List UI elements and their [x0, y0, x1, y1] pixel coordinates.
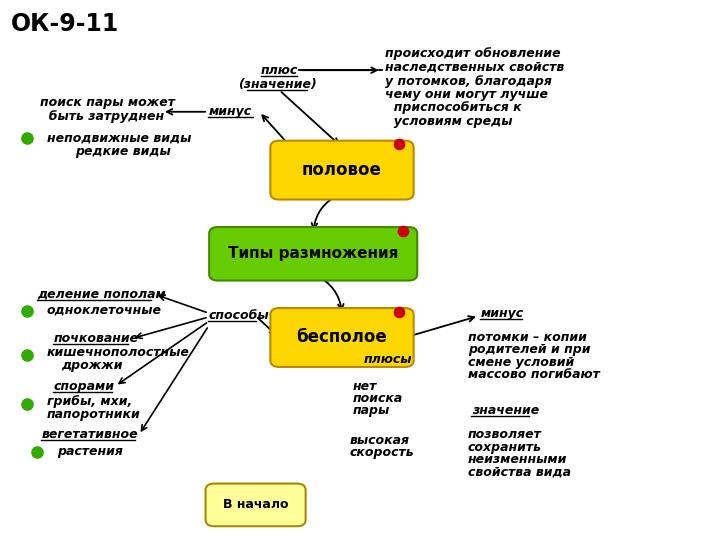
Text: пары: пары	[353, 404, 390, 417]
FancyBboxPatch shape	[270, 308, 413, 367]
Text: дрожжи: дрожжи	[61, 359, 122, 372]
Text: массово погибают: массово погибают	[468, 368, 600, 381]
Text: грибы, мхи,: грибы, мхи,	[47, 395, 132, 408]
Text: потомки – копии: потомки – копии	[468, 331, 587, 344]
Text: растения: растения	[58, 446, 123, 458]
Text: родителей и при: родителей и при	[468, 343, 590, 356]
Text: (значение): (значение)	[238, 78, 317, 91]
Text: приспособиться к: приспособиться к	[385, 102, 522, 114]
Text: наследственных свойств: наследственных свойств	[385, 61, 564, 74]
FancyBboxPatch shape	[206, 484, 305, 526]
Text: деление пополам: деление пополам	[37, 288, 166, 301]
Text: В начало: В начало	[223, 498, 288, 511]
Text: происходит обновление: происходит обновление	[385, 48, 561, 60]
Point	[22, 350, 33, 359]
Point	[22, 400, 33, 408]
Text: плюс: плюс	[261, 64, 298, 77]
Text: минус: минус	[209, 105, 252, 118]
Text: кишечнополостные: кишечнополостные	[47, 346, 189, 359]
Text: поиска: поиска	[353, 392, 403, 405]
Text: значение: значение	[472, 404, 539, 417]
Text: скорость: скорость	[349, 446, 414, 459]
Point	[393, 140, 405, 149]
Text: почкование: почкование	[54, 332, 139, 345]
Point	[393, 307, 405, 316]
Text: вегетативное: вегетативное	[42, 428, 138, 441]
Text: половое: половое	[302, 161, 382, 179]
Text: Типы размножения: Типы размножения	[228, 246, 398, 261]
Text: спорами: спорами	[54, 380, 115, 393]
Text: чему они могут лучше: чему они могут лучше	[385, 88, 548, 101]
Text: редкие виды: редкие виды	[76, 145, 171, 158]
Text: позволяет: позволяет	[468, 428, 542, 441]
FancyBboxPatch shape	[270, 140, 413, 199]
Text: сохранить: сохранить	[468, 441, 542, 454]
Text: у потомков, благодаря: у потомков, благодаря	[385, 75, 552, 87]
Text: минус: минус	[481, 307, 524, 320]
Text: смене условий: смене условий	[468, 356, 575, 369]
Text: условиям среды: условиям среды	[385, 115, 513, 128]
FancyBboxPatch shape	[209, 227, 418, 280]
Text: неподвижные виды: неподвижные виды	[47, 131, 192, 144]
Text: бесполое: бесполое	[297, 328, 387, 347]
Text: свойства вида: свойства вида	[468, 465, 571, 478]
Text: быть затруднен: быть затруднен	[40, 110, 163, 123]
Point	[32, 448, 43, 456]
Text: плюсы: плюсы	[364, 353, 412, 366]
Text: способы: способы	[209, 309, 269, 322]
Text: нет: нет	[353, 380, 377, 393]
Text: папоротники: папоротники	[47, 408, 140, 421]
Text: поиск пары может: поиск пары может	[40, 96, 174, 109]
Point	[397, 227, 409, 235]
Text: неизменными: неизменными	[468, 453, 567, 466]
Text: ОК-9-11: ОК-9-11	[11, 12, 119, 36]
Point	[22, 133, 33, 142]
Text: высокая: высокая	[349, 434, 409, 447]
Point	[22, 306, 33, 315]
Text: одноклеточные: одноклеточные	[47, 304, 162, 317]
